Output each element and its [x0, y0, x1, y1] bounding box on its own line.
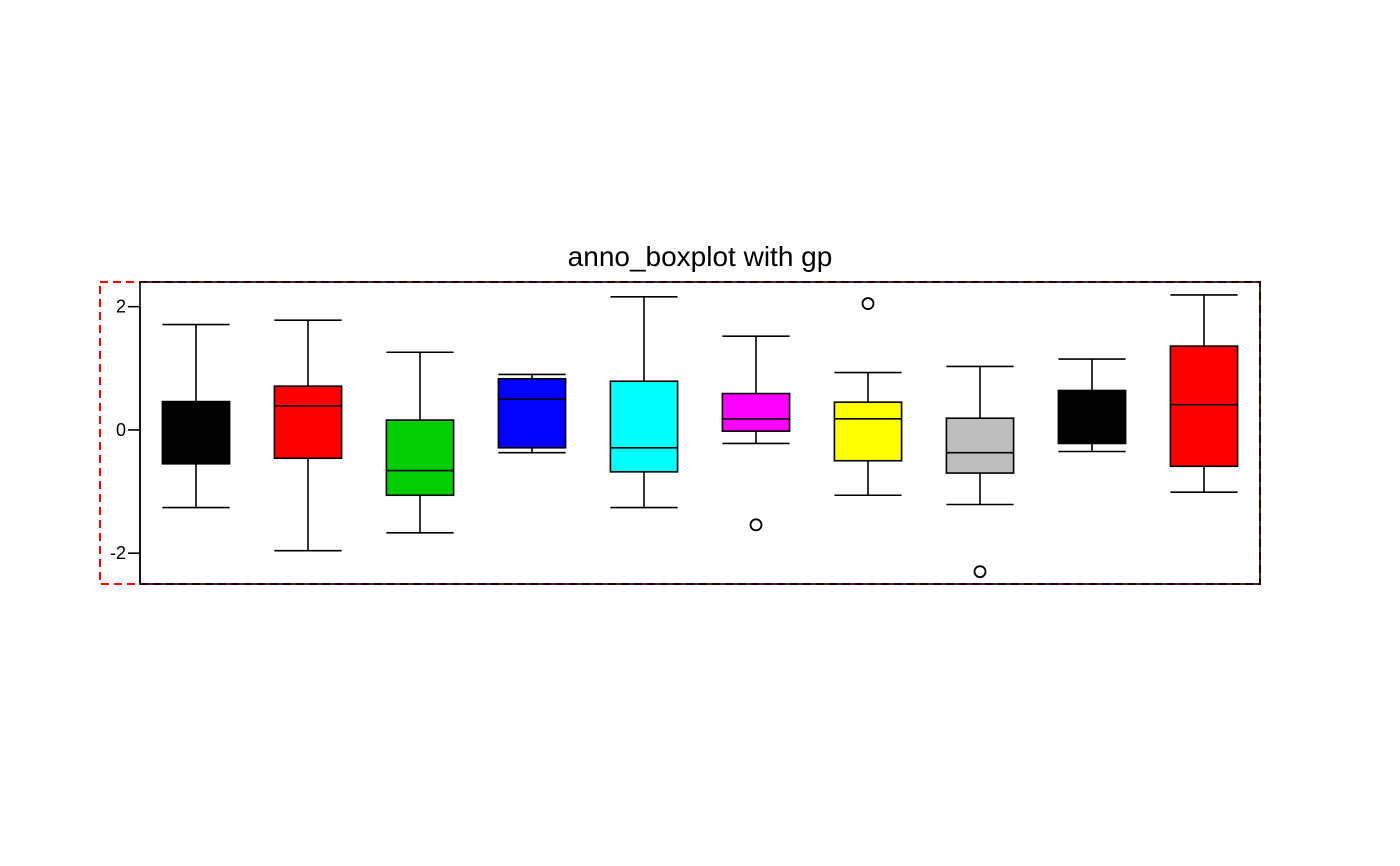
- boxes-layer: [161, 294, 1239, 579]
- box-body: [1169, 345, 1239, 468]
- y-tick-label: 2: [116, 297, 126, 317]
- y-tick-label: -2: [110, 543, 126, 563]
- box-9: [1057, 358, 1127, 453]
- box-7: [833, 297, 903, 497]
- box-body: [721, 392, 791, 432]
- box-4: [497, 373, 567, 454]
- outlier-point: [861, 297, 875, 310]
- box-body: [497, 377, 567, 449]
- box-body: [833, 401, 903, 462]
- box-body: [609, 380, 679, 473]
- chart-title: anno_boxplot with gp: [568, 241, 833, 272]
- y-axis: 2 0 -2: [110, 297, 141, 584]
- box-3: [385, 351, 455, 534]
- box-body: [161, 400, 231, 465]
- box-10: [1169, 294, 1239, 493]
- box-1: [161, 323, 231, 509]
- y-tick-label: 0: [116, 420, 126, 440]
- box-body: [273, 385, 343, 460]
- box-5: [609, 295, 679, 509]
- box-body: [945, 417, 1015, 474]
- box-body: [1057, 389, 1127, 445]
- box-2: [273, 319, 343, 552]
- box-body: [385, 419, 455, 497]
- box-6: [721, 335, 791, 532]
- outlier-point: [973, 565, 987, 579]
- box-8: [945, 365, 1015, 579]
- outlier-point: [749, 518, 763, 532]
